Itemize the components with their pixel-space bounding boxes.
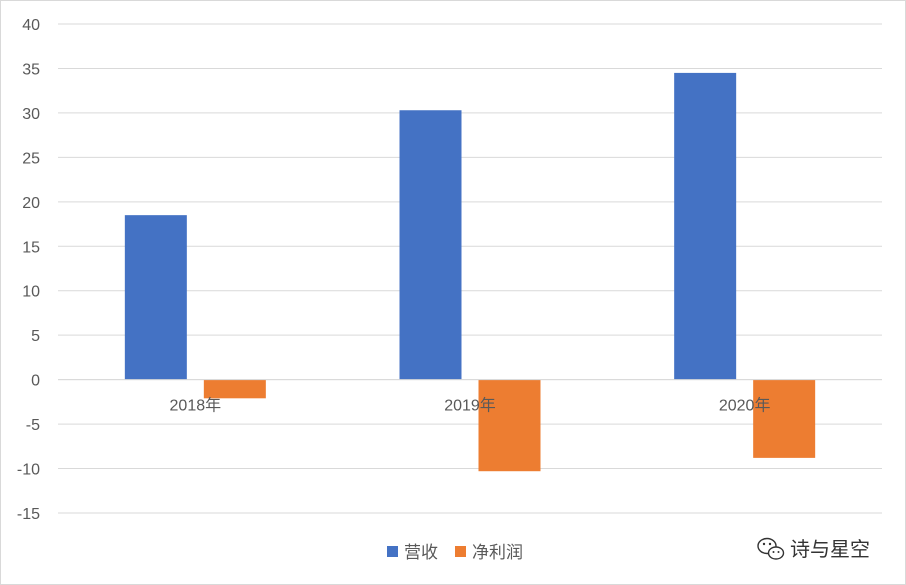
y-tick-label: 25 — [22, 150, 40, 167]
watermark-text: 诗与星空 — [790, 538, 870, 561]
wechat-icon — [757, 537, 785, 560]
x-category-label: 2020年 — [719, 397, 771, 415]
x-category-label: 2019年 — [444, 397, 496, 415]
legend-swatch-revenue — [387, 546, 398, 557]
y-tick-label: 30 — [22, 106, 40, 123]
legend-swatch-net-profit — [455, 546, 466, 557]
y-tick-label: 20 — [22, 195, 40, 212]
x-category-label: 2018年 — [170, 397, 222, 415]
x-axis: 2018年 2019年 2020年 — [58, 379, 882, 415]
y-tick-label: 10 — [22, 284, 40, 301]
y-tick-label: 0 — [31, 373, 40, 390]
y-tick-label: 5 — [31, 328, 40, 345]
y-tick-label: 15 — [22, 239, 40, 256]
bar-revenue-2 — [674, 72, 737, 380]
watermark: 诗与星空 — [757, 537, 870, 561]
bar-net-profit-0 — [203, 379, 266, 399]
y-tick-label: -10 — [17, 462, 40, 479]
legend-label-net-profit: 净利润 — [472, 543, 523, 562]
y-tick-label: -15 — [17, 506, 40, 523]
bar-revenue-1 — [399, 110, 462, 380]
y-axis-ticks: 40 35 30 25 20 15 10 5 0 -5 -10 -15 — [17, 17, 40, 523]
y-tick-label: 35 — [22, 61, 40, 78]
y-tick-label: 40 — [22, 17, 40, 34]
bar-net-profit-1 — [478, 379, 541, 472]
bar-net-profit-2 — [753, 379, 816, 458]
legend: 营收 净利润 — [387, 543, 523, 562]
y-tick-label: -5 — [26, 417, 40, 434]
legend-label-revenue: 营收 — [404, 543, 438, 562]
bar-revenue-0 — [124, 215, 187, 380]
bars — [124, 72, 816, 472]
